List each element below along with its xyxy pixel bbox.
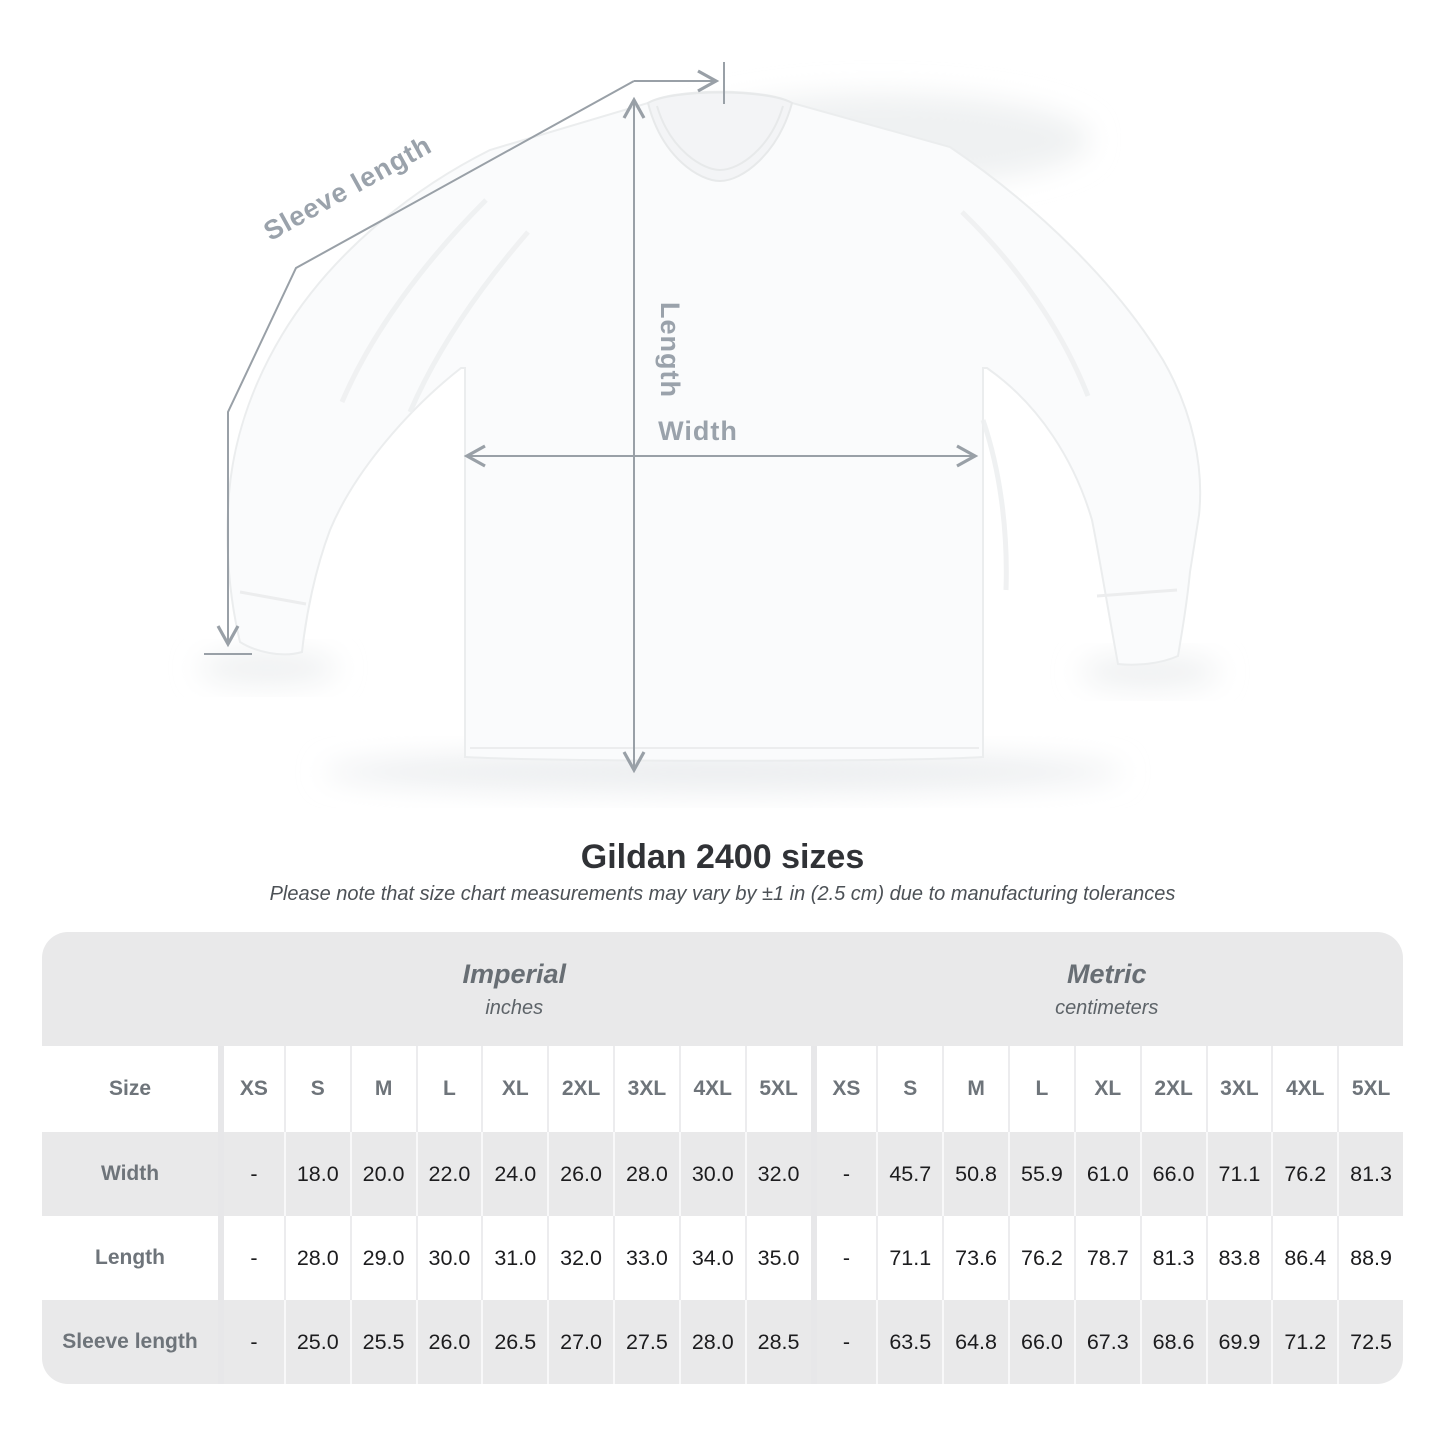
size-col-header: 2XL <box>547 1046 613 1132</box>
unit-group-name: Imperial <box>462 958 567 989</box>
size-value-cell: - <box>810 1132 877 1216</box>
size-value-cell: 32.0 <box>547 1216 613 1300</box>
size-col-header: 5XL <box>1337 1046 1403 1132</box>
row-label: Length <box>42 1216 218 1300</box>
collar <box>646 91 794 183</box>
size-value-cell: 25.0 <box>283 1300 350 1384</box>
size-col-header: 5XL <box>744 1046 811 1132</box>
long-sleeve-shirt <box>226 90 1202 762</box>
size-value-cell: 67.3 <box>1073 1300 1140 1384</box>
size-value-cell: 55.9 <box>1008 1132 1074 1216</box>
size-col-header: S <box>876 1046 943 1132</box>
row-label: Sleeve length <box>42 1300 218 1384</box>
size-col-header: XL <box>1073 1046 1140 1132</box>
length-label: Length <box>655 302 685 398</box>
size-value-cell: 71.1 <box>1205 1132 1272 1216</box>
size-chart-section: Imperial inches Metric centimeters Size XS S M L… <box>42 932 1403 1384</box>
size-value-cell: 83.8 <box>1205 1216 1272 1300</box>
size-value-cell: 69.9 <box>1205 1300 1272 1384</box>
size-value-cell: 71.2 <box>1271 1300 1338 1384</box>
width-label: Width <box>658 416 738 446</box>
size-value-cell: 76.2 <box>1008 1216 1074 1300</box>
size-value-cell: 28.0 <box>678 1300 745 1384</box>
size-value-cell: 30.0 <box>415 1216 482 1300</box>
tolerance-note: Please note that size chart measurements… <box>269 883 1176 905</box>
size-value-cell: - <box>810 1216 877 1300</box>
size-value-cell: - <box>218 1216 284 1300</box>
size-col-header: 3XL <box>1205 1046 1272 1132</box>
size-col-header: 4XL <box>1271 1046 1338 1132</box>
size-value-cell: 27.5 <box>613 1300 679 1384</box>
size-value-cell: 81.3 <box>1337 1132 1403 1216</box>
size-value-cell: 68.6 <box>1139 1300 1206 1384</box>
size-value-cell: 78.7 <box>1073 1216 1140 1300</box>
size-value-cell: 26.5 <box>481 1300 548 1384</box>
size-value-cell: 31.0 <box>481 1216 548 1300</box>
size-value-cell: 32.0 <box>744 1132 811 1216</box>
page-title: Gildan 2400 sizes <box>580 838 865 876</box>
size-col-header: XS <box>218 1046 284 1132</box>
size-value-cell: 30.0 <box>678 1132 745 1216</box>
size-value-cell: 29.0 <box>349 1216 416 1300</box>
row-label: Width <box>42 1132 218 1216</box>
unit-group-unit: inches <box>485 996 544 1019</box>
size-value-cell: 81.3 <box>1139 1216 1206 1300</box>
size-value-cell: 20.0 <box>349 1132 416 1216</box>
size-value-cell: 64.8 <box>942 1300 1008 1384</box>
size-value-cell: 26.0 <box>547 1132 613 1216</box>
size-value-cell: 76.2 <box>1271 1132 1338 1216</box>
unit-group-header: Metric centimeters <box>810 932 1403 1046</box>
size-value-cell: 18.0 <box>283 1132 350 1216</box>
size-value-cell: - <box>218 1300 284 1384</box>
size-value-cell: 25.5 <box>349 1300 416 1384</box>
size-value-cell: 27.0 <box>547 1300 613 1384</box>
size-corner-label: Size <box>42 1046 218 1132</box>
size-col-header: M <box>942 1046 1008 1132</box>
size-value-cell: 73.6 <box>942 1216 1008 1300</box>
shirt-measurement-diagram: Sleeve length Length Width <box>198 62 1220 792</box>
size-value-cell: 28.0 <box>613 1132 679 1216</box>
measurement-lines <box>204 62 979 774</box>
size-value-cell: 72.5 <box>1337 1300 1403 1384</box>
size-value-cell: - <box>810 1300 877 1384</box>
size-col-header: L <box>415 1046 482 1132</box>
size-value-cell: 63.5 <box>876 1300 943 1384</box>
size-col-header: M <box>349 1046 416 1132</box>
size-col-header: 4XL <box>678 1046 745 1132</box>
size-value-cell: 24.0 <box>481 1132 548 1216</box>
size-value-cell: 35.0 <box>744 1216 811 1300</box>
size-col-header: 3XL <box>613 1046 679 1132</box>
size-value-cell: 26.0 <box>415 1300 482 1384</box>
size-col-header: XL <box>481 1046 548 1132</box>
unit-group-name: Metric <box>1066 958 1147 989</box>
size-value-cell: 28.0 <box>283 1216 350 1300</box>
size-value-cell: 22.0 <box>415 1132 482 1216</box>
size-col-header: 2XL <box>1139 1046 1206 1132</box>
size-value-cell: - <box>218 1132 284 1216</box>
unit-group-header: Imperial inches <box>218 932 811 1046</box>
size-value-cell: 66.0 <box>1139 1132 1206 1216</box>
size-col-header: XS <box>810 1046 877 1132</box>
size-col-header: L <box>1008 1046 1074 1132</box>
fabric-folds <box>339 198 1091 591</box>
size-value-cell: 61.0 <box>1073 1132 1140 1216</box>
size-value-cell: 28.5 <box>744 1300 811 1384</box>
size-value-cell: 33.0 <box>613 1216 679 1300</box>
size-chart-table: Imperial inches Metric centimeters Size XS S M L… <box>42 932 1403 1384</box>
unit-group-unit: centimeters <box>1055 996 1159 1019</box>
size-value-cell: 71.1 <box>876 1216 943 1300</box>
size-value-cell: 34.0 <box>678 1216 745 1300</box>
sleeve-length-line <box>216 80 635 648</box>
size-value-cell: 86.4 <box>1271 1216 1338 1300</box>
size-value-cell: 88.9 <box>1337 1216 1403 1300</box>
unit-header-corner <box>42 932 218 1046</box>
shirt-diagram-canvas: Sleeve length Length Width <box>198 62 1220 792</box>
size-value-cell: 66.0 <box>1008 1300 1074 1384</box>
size-value-cell: 45.7 <box>876 1132 943 1216</box>
size-value-cell: 50.8 <box>942 1132 1008 1216</box>
size-col-header: S <box>283 1046 350 1132</box>
